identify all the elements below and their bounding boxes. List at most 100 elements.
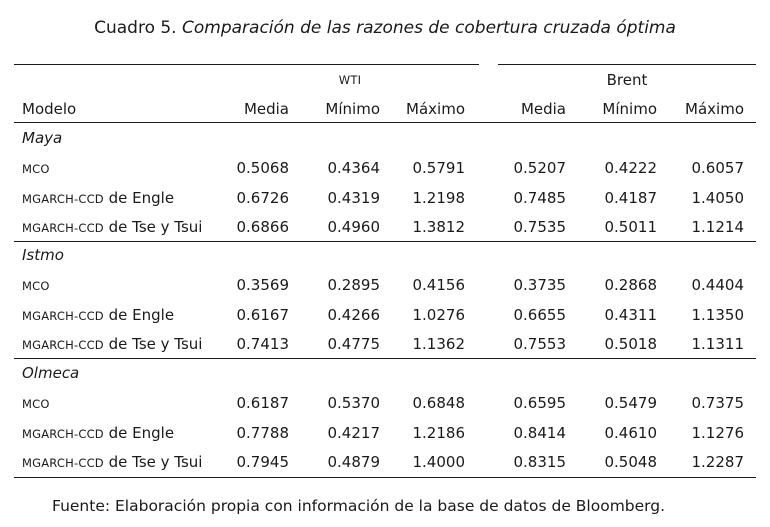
model-abbrev: MCO [22, 162, 50, 176]
source-note: Fuente: Elaboración propia con informaci… [52, 497, 666, 515]
table-cell: 0.4187 [604, 188, 658, 207]
table-cell: 0.4404 [691, 276, 745, 294]
table-cell: 0.5207 [513, 159, 567, 177]
table-cell: 0.7375 [691, 394, 745, 412]
table-cell: 0.6726 [236, 188, 290, 207]
table-cell: 1.2287 [691, 453, 745, 471]
model-suffix: de Tse y Tsui [103, 335, 203, 353]
model-suffix: de Tse y Tsui [103, 453, 203, 471]
row-label: MCO [22, 275, 50, 296]
table-cell: 0.6848 [412, 394, 466, 412]
table-cell: 1.2186 [412, 423, 466, 442]
table-cell: 0.4222 [604, 159, 658, 177]
header-rule [14, 122, 756, 123]
table-cell: 0.6057 [691, 159, 745, 177]
top-rule-wti [14, 64, 479, 65]
table-cell: 0.4311 [604, 305, 658, 324]
table-cell: 0.2895 [327, 276, 381, 294]
table-cell: 0.5370 [327, 394, 381, 412]
table-cell: 1.1214 [691, 218, 745, 236]
table-cell: 0.6866 [236, 218, 290, 236]
column-header: Mínimo [602, 100, 657, 118]
row-label: MGARCH-CCD de Engle [22, 305, 174, 326]
group-header-wti: WTI [338, 73, 362, 87]
table-cell: 0.4775 [327, 335, 381, 353]
table-cell: 0.4610 [604, 423, 658, 442]
table-cell: 0.2868 [604, 276, 658, 294]
table-cell: 1.3812 [412, 218, 466, 236]
table-cell: 0.4960 [327, 218, 381, 236]
table-cell: 1.0276 [412, 305, 466, 324]
column-header: Mínimo [325, 100, 380, 118]
caption-title: Comparación de las razones de cobertura … [182, 18, 676, 38]
model-header: Modelo [22, 100, 77, 118]
row-label: MGARCH-CCD de Engle [22, 188, 174, 209]
row-label: MGARCH-CCD de Tse y Tsui [22, 334, 202, 355]
table-cell: 0.7788 [236, 423, 290, 442]
section-label: Maya [22, 129, 63, 147]
table-cell: 0.5018 [604, 335, 658, 353]
model-suffix: de Tse y Tsui [103, 218, 203, 236]
table-cell: 0.6655 [513, 305, 567, 324]
column-header: Media [520, 100, 566, 118]
table-cell: 0.6595 [513, 394, 567, 412]
table-cell: 0.5011 [604, 218, 658, 236]
table-cell: 1.2198 [412, 188, 466, 207]
table-cell: 0.6187 [236, 394, 290, 412]
table-cell: 0.5068 [236, 159, 290, 177]
column-header: Media [243, 100, 289, 118]
top-rule-brent [498, 64, 756, 65]
table-cell: 1.1350 [691, 305, 745, 324]
table-cell: 0.8315 [513, 453, 567, 471]
table-cell: 0.4879 [327, 453, 381, 471]
row-label: MGARCH-CCD de Tse y Tsui [22, 217, 202, 238]
caption-label: Cuadro 5. [94, 18, 177, 38]
table-cell: 0.4156 [412, 276, 466, 294]
table-cell: 0.4364 [327, 159, 381, 177]
column-header: Máximo [406, 100, 465, 118]
table-cell: 0.4266 [327, 305, 381, 324]
model-abbrev: MCO [22, 397, 50, 411]
section-label: Istmo [22, 246, 64, 264]
table-cell: 1.4000 [412, 453, 466, 471]
column-header: Máximo [685, 100, 744, 118]
model-suffix: de Engle [103, 423, 175, 442]
table-cell: 0.5791 [412, 159, 466, 177]
bottom-rule [14, 477, 756, 478]
table-cell: 0.3569 [236, 276, 290, 294]
model-abbrev: MGARCH-CCD [22, 191, 104, 206]
table-cell: 0.5048 [604, 453, 658, 471]
row-label: MGARCH-CCD de Tse y Tsui [22, 452, 202, 473]
model-abbrev: MGARCH-CCD [22, 338, 104, 352]
row-label: MCO [22, 393, 50, 414]
group-header-brent: Brent [606, 71, 648, 89]
section-rule-1 [14, 241, 756, 242]
table-cell: 0.7413 [236, 335, 290, 353]
table-cell: 0.6167 [236, 305, 290, 324]
table-cell: 1.1362 [412, 335, 466, 353]
table-cell: 0.8414 [513, 423, 567, 442]
table-cell: 0.7535 [513, 218, 567, 236]
model-abbrev: MGARCH-CCD [22, 221, 104, 235]
model-suffix: de Engle [103, 305, 175, 324]
table-cell: 0.4319 [327, 188, 381, 207]
model-abbrev: MGARCH-CCD [22, 308, 104, 323]
row-label: MGARCH-CCD de Engle [22, 423, 174, 444]
table-cell: 0.4217 [327, 423, 381, 442]
table-cell: 0.7553 [513, 335, 567, 353]
section-rule-2 [14, 358, 756, 359]
table-cell: 1.1276 [691, 423, 745, 442]
model-abbrev: MCO [22, 279, 50, 293]
table-cell: 0.5479 [604, 394, 658, 412]
table-cell: 1.4050 [691, 188, 745, 207]
model-suffix: de Engle [103, 188, 175, 207]
table-cell: 0.7945 [236, 453, 290, 471]
row-label: MCO [22, 158, 50, 179]
table-caption: Cuadro 5. Comparación de las razones de … [0, 16, 770, 40]
section-label: Olmeca [22, 364, 80, 382]
table-cell: 0.7485 [513, 188, 567, 207]
table-cell: 0.3735 [513, 276, 567, 294]
model-abbrev: MGARCH-CCD [22, 456, 104, 470]
table-cell: 1.1311 [691, 335, 745, 353]
model-abbrev: MGARCH-CCD [22, 426, 104, 441]
